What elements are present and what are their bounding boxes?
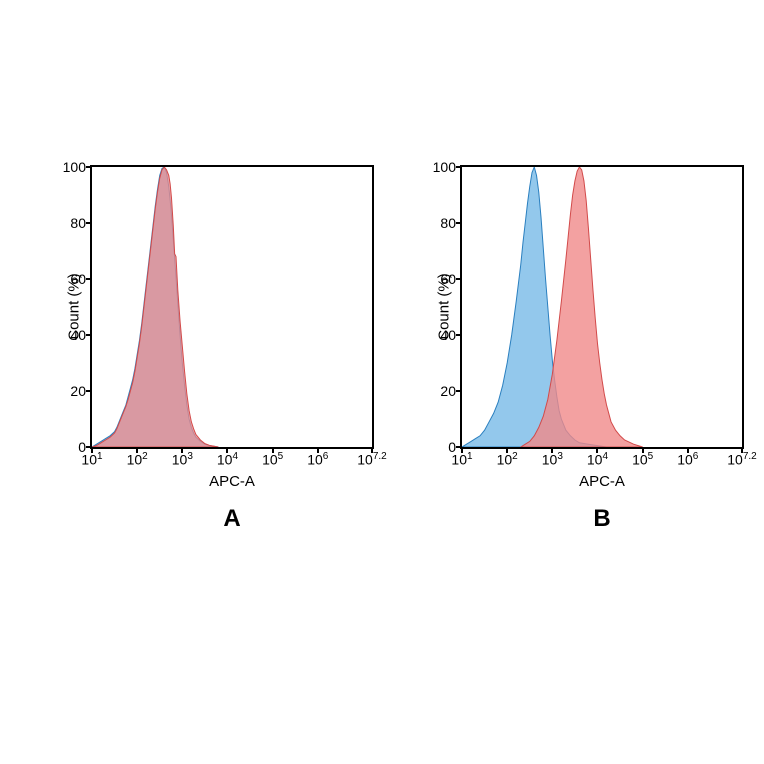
xtick-label: 105 [632,447,653,468]
panel-letter: A [223,447,240,533]
ytick-label: 20 [440,383,462,399]
xtick-label: 102 [127,447,148,468]
y-axis-label: Count (%) [435,273,452,341]
xtick-label: 101 [81,447,102,468]
ytick-label: 80 [70,215,92,231]
xtick-label: 107.2 [357,447,386,468]
xtick-label: 107.2 [727,447,756,468]
xtick-label: 105 [262,447,283,468]
plot-svg [462,167,742,447]
panel-A: 020406080100101102103104105106107.2Count… [90,165,374,449]
ytick-label: 100 [433,159,462,175]
xtick-label: 106 [677,447,698,468]
xtick-label: 102 [497,447,518,468]
xtick-label: 103 [542,447,563,468]
red-histogram [92,167,218,447]
plot-box: 020406080100101102103104105106107.2Count… [460,165,744,449]
y-axis-label: Count (%) [65,273,82,341]
panel-B: 020406080100101102103104105106107.2Count… [460,165,744,449]
ytick-label: 80 [440,215,462,231]
xtick-label: 101 [451,447,472,468]
ytick-label: 100 [63,159,92,175]
xtick-label: 106 [307,447,328,468]
plot-svg [92,167,372,447]
plot-box: 020406080100101102103104105106107.2Count… [90,165,374,449]
panel-letter: B [593,447,610,533]
ytick-label: 20 [70,383,92,399]
xtick-label: 103 [172,447,193,468]
